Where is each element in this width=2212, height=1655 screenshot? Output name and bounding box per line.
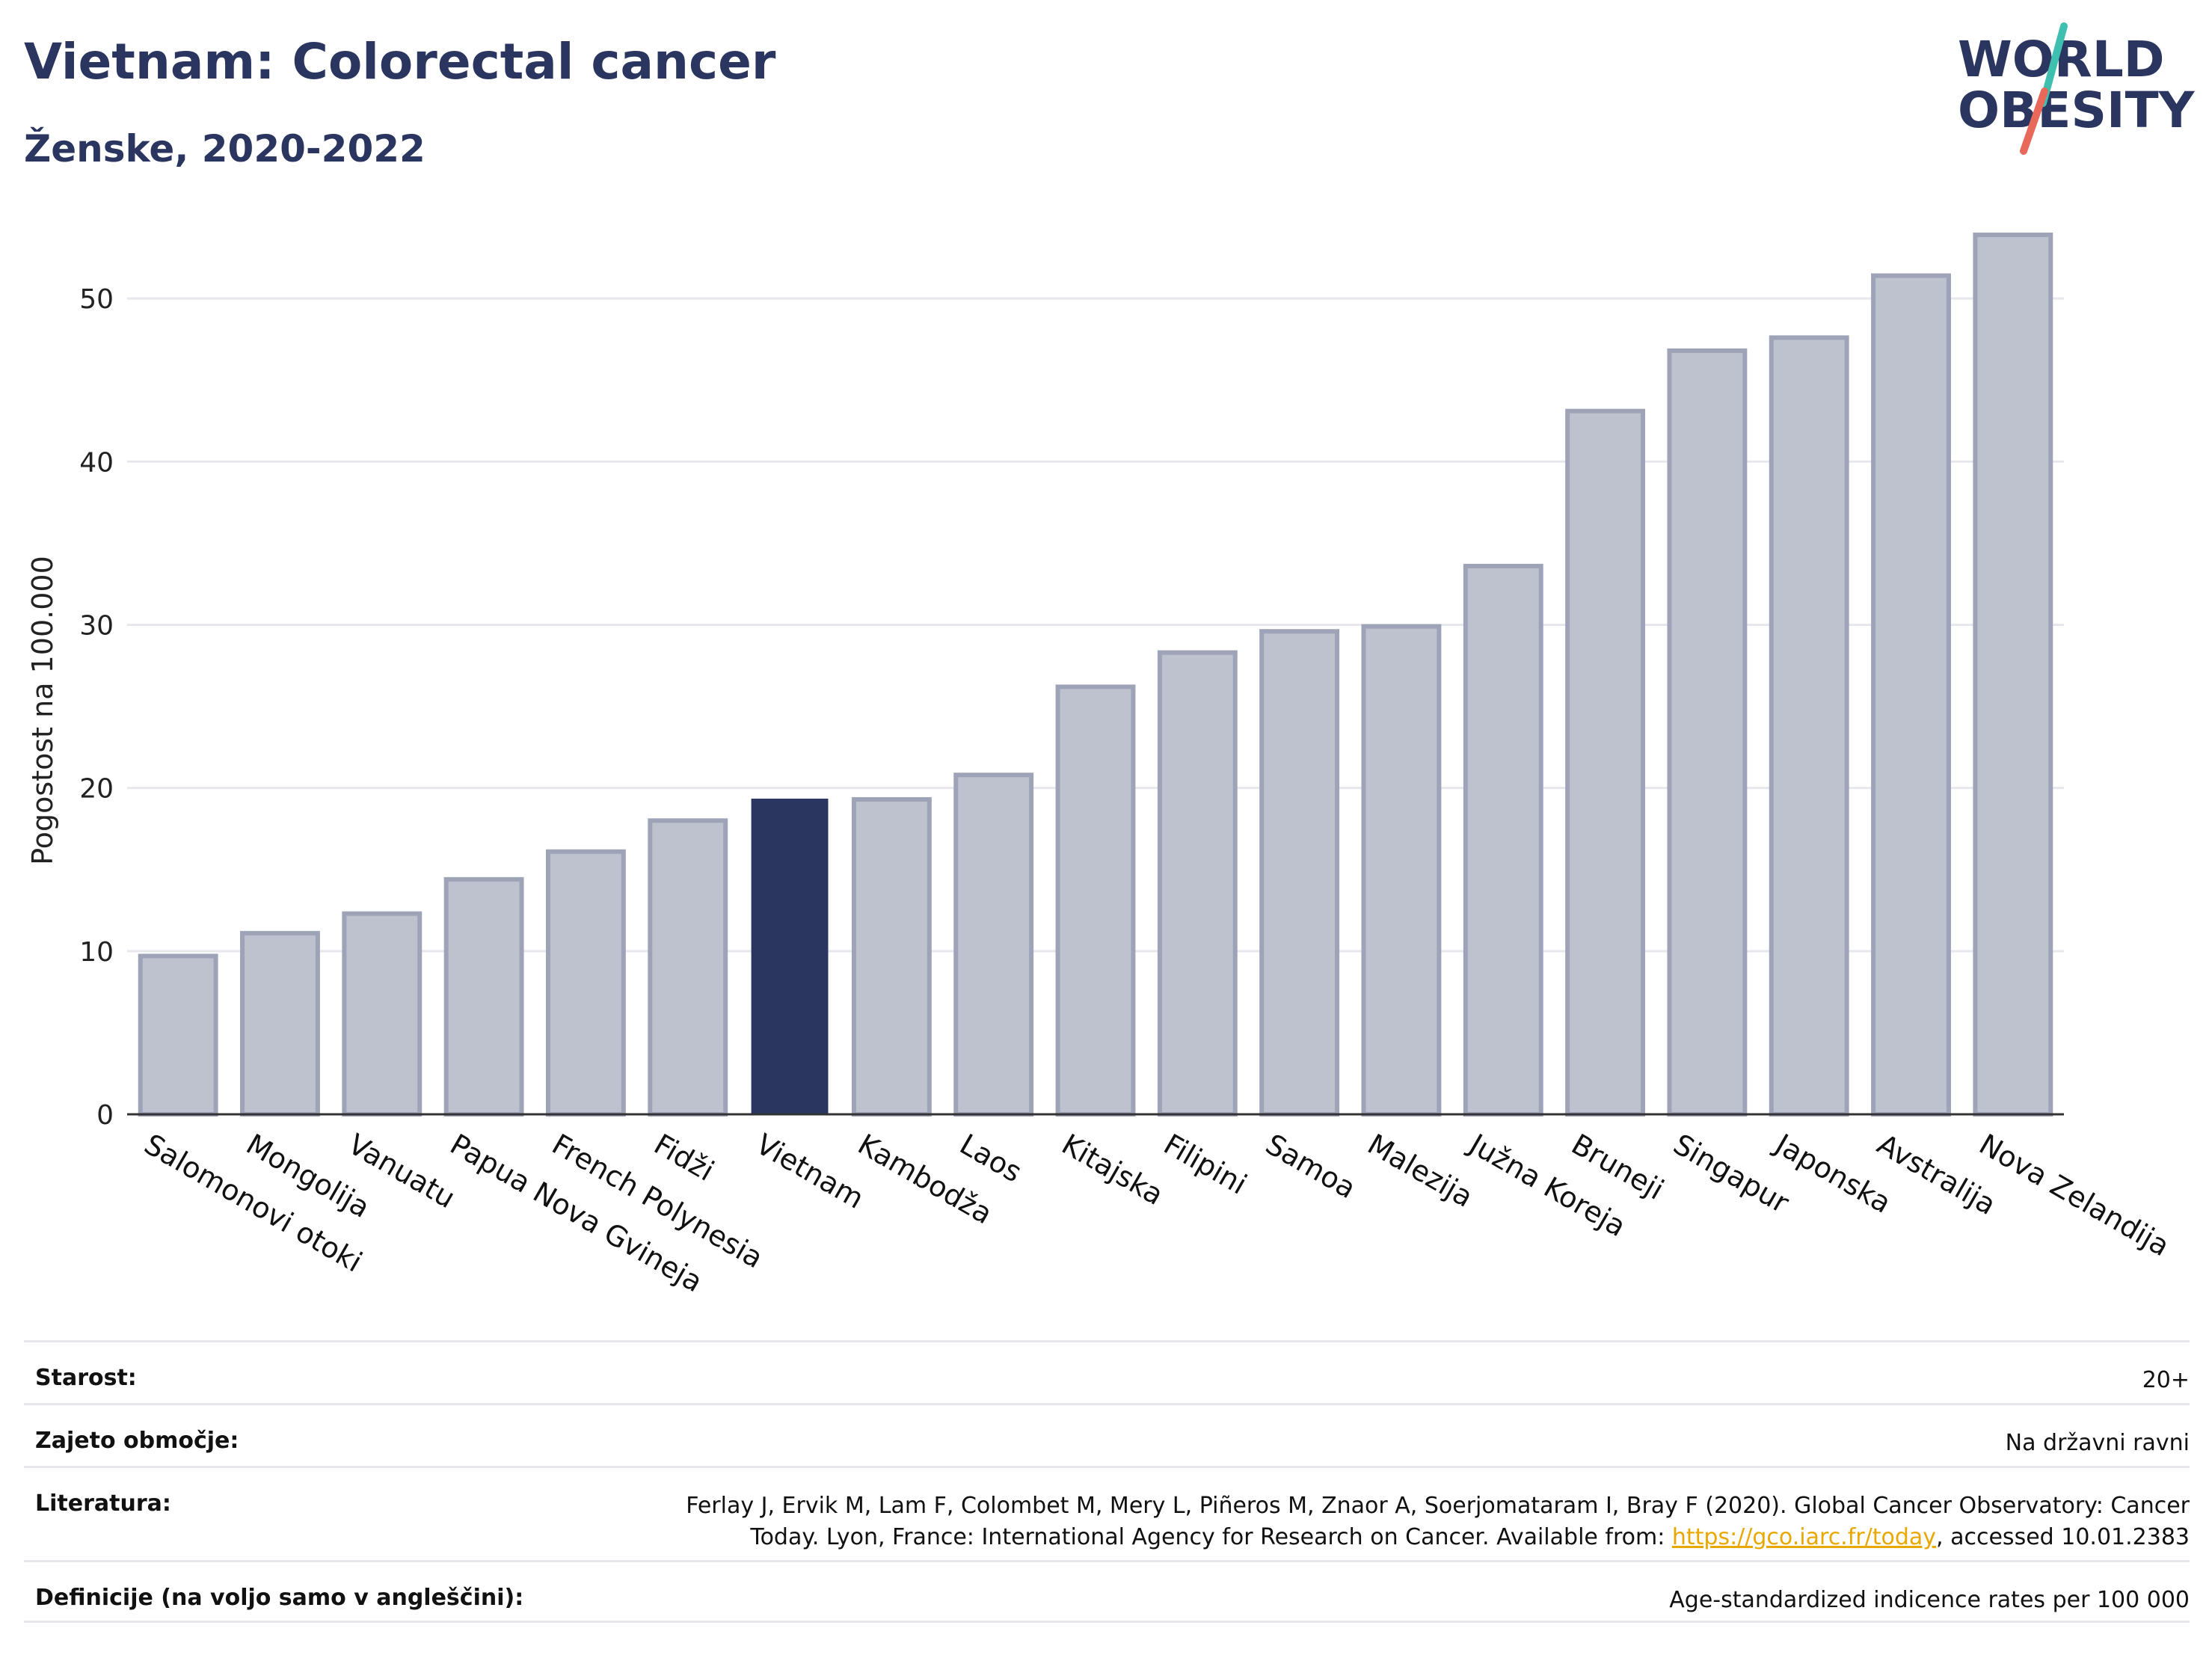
bar-malezija (1361, 624, 1442, 1117)
bar-fidži (648, 818, 728, 1117)
x-tick-label: Laos (954, 1128, 1027, 1189)
bar-vanuatu (342, 911, 423, 1117)
source-link[interactable]: https://gco.iarc.fr/today (1671, 1524, 1937, 1550)
bar-filipini (1157, 650, 1238, 1117)
y-tick-label: 0 (96, 1100, 114, 1131)
bar-južna-koreja (1463, 563, 1543, 1117)
bar-nova-zelandija (1973, 233, 2053, 1117)
chart-subtitle: Ženske, 2020-2022 (24, 127, 425, 171)
bar-vietnam (751, 798, 829, 1115)
y-tick-label: 40 (79, 447, 114, 478)
y-tick-label: 50 (79, 284, 114, 315)
bar-salomonovi-otoki (138, 954, 218, 1117)
bar-laos (953, 773, 1034, 1117)
bar-papua-nova-gvineja (443, 876, 524, 1117)
world-obesity-logo: WORLD OBESITY (1958, 22, 2196, 155)
x-tick-label: Nova Zelandija (1973, 1128, 2175, 1263)
meta-value: 20+ (2142, 1367, 2190, 1393)
y-axis-label: Pogostost na 100.000 (26, 556, 59, 865)
x-tick-label: Samoa (1260, 1128, 1361, 1206)
meta-label: Zajeto območje: (35, 1428, 239, 1454)
meta-value: Na državni ravni (2005, 1430, 2190, 1456)
bar-kitajska (1055, 684, 1136, 1117)
x-tick-label: Singapur (1668, 1128, 1795, 1220)
bar-french-polynesia (545, 849, 626, 1117)
meta-row-coverage: Zajeto območje: Na državni ravni (24, 1403, 2190, 1466)
logo-text-obesity: OBESITY (1958, 82, 2196, 139)
meta-label: Literatura: (35, 1490, 171, 1517)
x-tick-label: Japonska (1769, 1127, 1896, 1220)
x-tick-label: Kitajska (1057, 1128, 1170, 1212)
bar-japonska (1769, 335, 1849, 1117)
meta-label: Definicije (na voljo samo v angleščini): (35, 1585, 524, 1611)
x-tick-label: Malezija (1362, 1128, 1478, 1214)
logo-slash-coral (2020, 87, 2048, 155)
chart-title: Vietnam: Colorectal cancer (24, 33, 776, 90)
meta-row-literature: Literatura: Ferlay J, Ervik M, Lam F, Co… (24, 1466, 2190, 1560)
y-tick-label: 20 (79, 774, 114, 805)
meta-row-definitions: Definicije (na voljo samo v angleščini):… (24, 1560, 2190, 1623)
meta-value: Age-standardized indicence rates per 100… (1669, 1587, 2190, 1613)
bar-samoa (1259, 629, 1340, 1117)
x-tick-label: Filipini (1158, 1128, 1253, 1201)
literature-accessed: , accessed 10.01.2383 (1936, 1524, 2190, 1550)
x-tick-label: Fidži (648, 1128, 719, 1188)
bar-avstralija (1871, 273, 1951, 1117)
metadata-table: Starost: 20+ Zajeto območje: Na državni … (24, 1340, 2190, 1623)
meta-row-age: Starost: 20+ (24, 1340, 2190, 1403)
meta-value: Ferlay J, Ervik M, Lam F, Colombet M, Me… (619, 1490, 2190, 1553)
bar-kambodža (851, 796, 932, 1117)
bar-singapur (1667, 348, 1748, 1117)
bar-mongolija (240, 930, 320, 1117)
bar-bruneji (1565, 408, 1646, 1117)
x-tick-label: Vietnam (751, 1128, 870, 1215)
y-tick-label: 30 (79, 610, 114, 641)
literature-text: Ferlay J, Ervik M, Lam F, Colombet M, Me… (686, 1493, 2190, 1550)
meta-label: Starost: (35, 1365, 137, 1391)
y-tick-label: 10 (79, 937, 114, 968)
